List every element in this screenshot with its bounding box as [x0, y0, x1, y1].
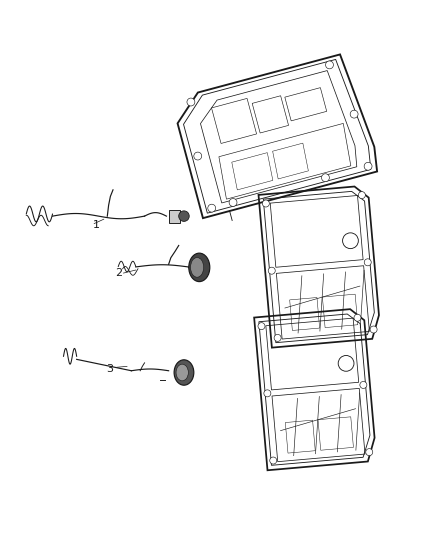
Circle shape	[343, 233, 358, 248]
Circle shape	[208, 204, 215, 212]
Circle shape	[270, 457, 277, 464]
Circle shape	[360, 382, 367, 389]
Circle shape	[358, 191, 365, 199]
Polygon shape	[169, 209, 180, 223]
Circle shape	[194, 152, 201, 160]
Circle shape	[262, 200, 269, 207]
Circle shape	[366, 449, 373, 456]
Circle shape	[258, 322, 265, 329]
Ellipse shape	[191, 257, 204, 277]
Circle shape	[268, 267, 275, 274]
Circle shape	[325, 61, 333, 69]
Circle shape	[354, 314, 361, 321]
Circle shape	[264, 390, 271, 397]
Ellipse shape	[176, 364, 188, 381]
Circle shape	[229, 198, 237, 206]
Text: 2: 2	[115, 268, 122, 278]
Ellipse shape	[189, 253, 210, 281]
Circle shape	[370, 326, 377, 333]
Circle shape	[179, 211, 189, 221]
Circle shape	[364, 259, 371, 266]
Text: 1: 1	[93, 220, 100, 230]
Circle shape	[350, 110, 358, 118]
Circle shape	[321, 174, 329, 182]
Circle shape	[274, 334, 281, 342]
Circle shape	[364, 163, 372, 170]
Circle shape	[338, 356, 354, 372]
Ellipse shape	[174, 360, 194, 385]
Circle shape	[187, 98, 195, 106]
Text: 3: 3	[106, 365, 113, 374]
